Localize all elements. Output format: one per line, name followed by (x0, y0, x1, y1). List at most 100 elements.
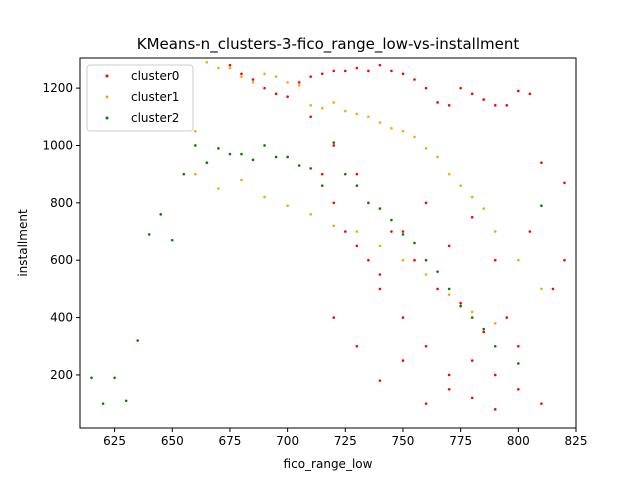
point-cluster2 (401, 233, 405, 236)
point-cluster2 (424, 258, 428, 262)
point-cluster2 (436, 270, 439, 273)
point-cluster2 (540, 204, 543, 208)
point-cluster0 (563, 181, 566, 185)
point-cluster1 (436, 155, 439, 159)
point-cluster1 (263, 72, 266, 76)
legend-label-cluster2: cluster2 (131, 111, 179, 125)
point-cluster0 (332, 144, 336, 147)
point-cluster2 (136, 339, 139, 342)
point-cluster0 (505, 104, 509, 107)
point-cluster2 (332, 141, 336, 144)
point-cluster0 (424, 201, 428, 205)
point-cluster2 (124, 399, 128, 403)
point-cluster0 (528, 230, 532, 233)
point-cluster1 (332, 224, 336, 228)
legend-marker-cluster2 (105, 116, 109, 120)
point-cluster0 (378, 63, 382, 67)
point-cluster1 (459, 184, 462, 187)
point-cluster0 (309, 115, 313, 119)
point-cluster1 (424, 273, 428, 276)
point-cluster1 (482, 207, 486, 210)
point-cluster1 (251, 81, 255, 84)
point-cluster0 (320, 72, 324, 76)
point-cluster2 (194, 144, 197, 147)
point-cluster2 (263, 144, 266, 147)
point-cluster2 (90, 376, 93, 380)
point-cluster2 (447, 287, 451, 291)
point-cluster1 (194, 129, 197, 133)
point-cluster1 (413, 135, 416, 139)
point-cluster1 (367, 115, 370, 119)
x-tick-label: 725 (334, 434, 357, 448)
point-cluster0 (344, 230, 347, 233)
point-cluster0 (251, 78, 255, 81)
data-points (90, 61, 566, 411)
point-cluster0 (367, 69, 370, 73)
point-cluster0 (424, 402, 428, 405)
point-cluster0 (378, 273, 382, 276)
point-cluster0 (401, 72, 405, 76)
point-cluster1 (378, 121, 382, 124)
point-cluster1 (297, 83, 301, 87)
point-cluster2 (205, 161, 209, 164)
point-cluster0 (401, 359, 405, 362)
point-cluster2 (413, 241, 416, 245)
point-cluster0 (390, 230, 393, 233)
point-cluster1 (240, 75, 243, 78)
legend-label-cluster0: cluster0 (131, 69, 179, 83)
y-tick-label: 600 (50, 253, 73, 267)
point-cluster0 (459, 86, 462, 90)
point-cluster0 (424, 344, 428, 348)
point-cluster2 (159, 213, 163, 216)
point-cluster0 (436, 101, 439, 104)
point-cluster2 (378, 207, 382, 210)
point-cluster0 (378, 287, 382, 291)
point-cluster0 (401, 230, 405, 233)
point-cluster0 (344, 69, 347, 73)
point-cluster0 (297, 81, 301, 84)
point-cluster1 (320, 106, 324, 110)
point-cluster2 (147, 233, 151, 236)
y-axis-label: installment (16, 209, 30, 277)
point-cluster0 (470, 215, 474, 219)
x-tick-label: 825 (565, 434, 588, 448)
point-cluster0 (482, 98, 486, 101)
y-axis: 200 400 600 800 1000 1200 (42, 81, 80, 382)
point-cluster0 (332, 316, 336, 319)
point-cluster2 (297, 164, 301, 167)
point-cluster0 (540, 402, 543, 405)
point-cluster1 (355, 112, 359, 116)
point-cluster0 (493, 104, 497, 107)
point-cluster0 (436, 287, 439, 291)
point-cluster1 (286, 204, 289, 208)
point-cluster2 (251, 158, 255, 162)
point-cluster1 (378, 244, 382, 248)
point-cluster1 (309, 213, 313, 216)
point-cluster0 (493, 258, 497, 262)
x-tick-label: 750 (392, 434, 415, 448)
point-cluster1 (332, 101, 336, 104)
chart-title: KMeans-n_clusters-3-fico_range_low-vs-in… (137, 35, 520, 54)
y-tick-label: 200 (50, 368, 73, 382)
legend: cluster0 cluster1 cluster2 (86, 64, 194, 132)
point-cluster2 (390, 218, 393, 222)
point-cluster2 (320, 184, 324, 187)
point-cluster2 (113, 376, 116, 380)
point-cluster0 (447, 373, 451, 377)
point-cluster1 (493, 322, 497, 325)
point-cluster2 (170, 238, 174, 242)
point-cluster0 (517, 387, 520, 391)
point-cluster0 (355, 172, 359, 176)
point-cluster1 (240, 178, 243, 182)
point-cluster0 (355, 344, 359, 348)
point-cluster0 (540, 161, 543, 164)
point-cluster1 (447, 293, 451, 296)
legend-label-cluster1: cluster1 (131, 90, 179, 104)
point-cluster0 (470, 92, 474, 96)
point-cluster0 (447, 387, 451, 391)
point-cluster1 (390, 126, 393, 130)
point-cluster1 (424, 147, 428, 150)
point-cluster2 (367, 201, 370, 205)
point-cluster1 (540, 287, 543, 291)
